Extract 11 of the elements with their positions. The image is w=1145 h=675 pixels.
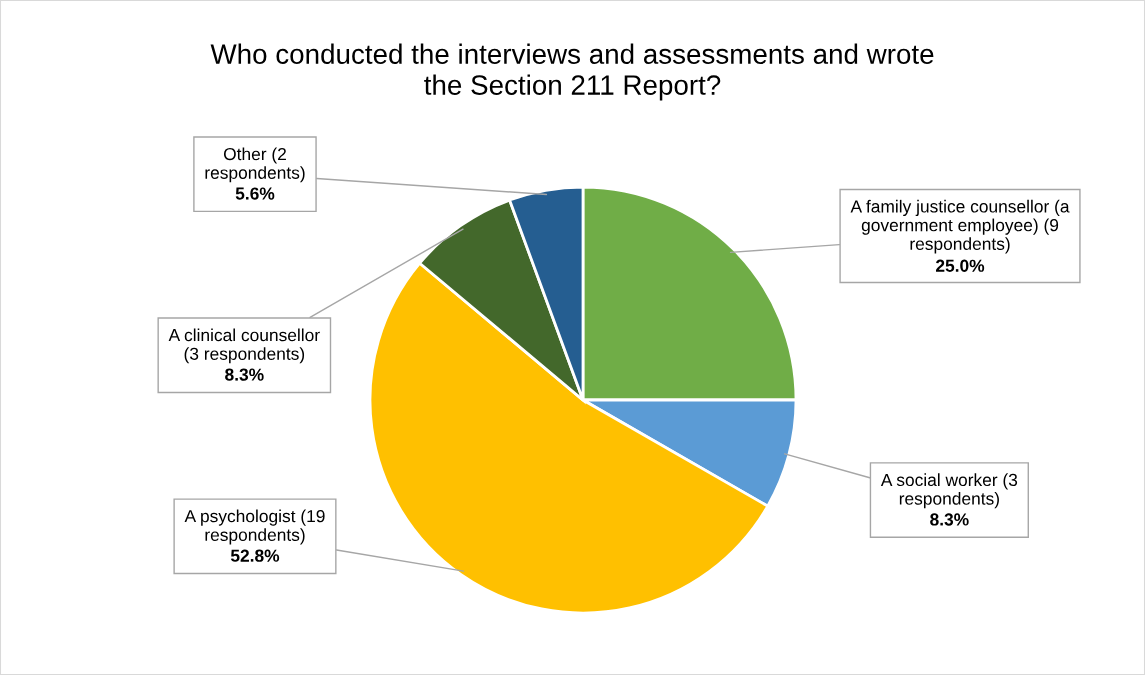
- data-label: 52.8%: [230, 549, 280, 562]
- slice-label: A social worker (3 respondents): [880, 473, 1018, 509]
- slice-label: A clinical counsellor (3 respondents): [168, 328, 320, 364]
- chart-title: Who conducted the interviews and assessments and wrote the Section 211 Report?: [210, 43, 934, 101]
- data-label: 25.0%: [936, 259, 985, 272]
- slice-label: A family justice counsellor (a government employee) (9 respondents): [850, 199, 1070, 254]
- data-label: 5.6%: [235, 187, 275, 200]
- slice-label: Other (2 respondents): [205, 147, 305, 183]
- data-label: 8.3%: [225, 368, 264, 381]
- data-label: 8.3%: [930, 513, 969, 526]
- slice-label: A psychologist (19 respondents): [184, 509, 325, 545]
